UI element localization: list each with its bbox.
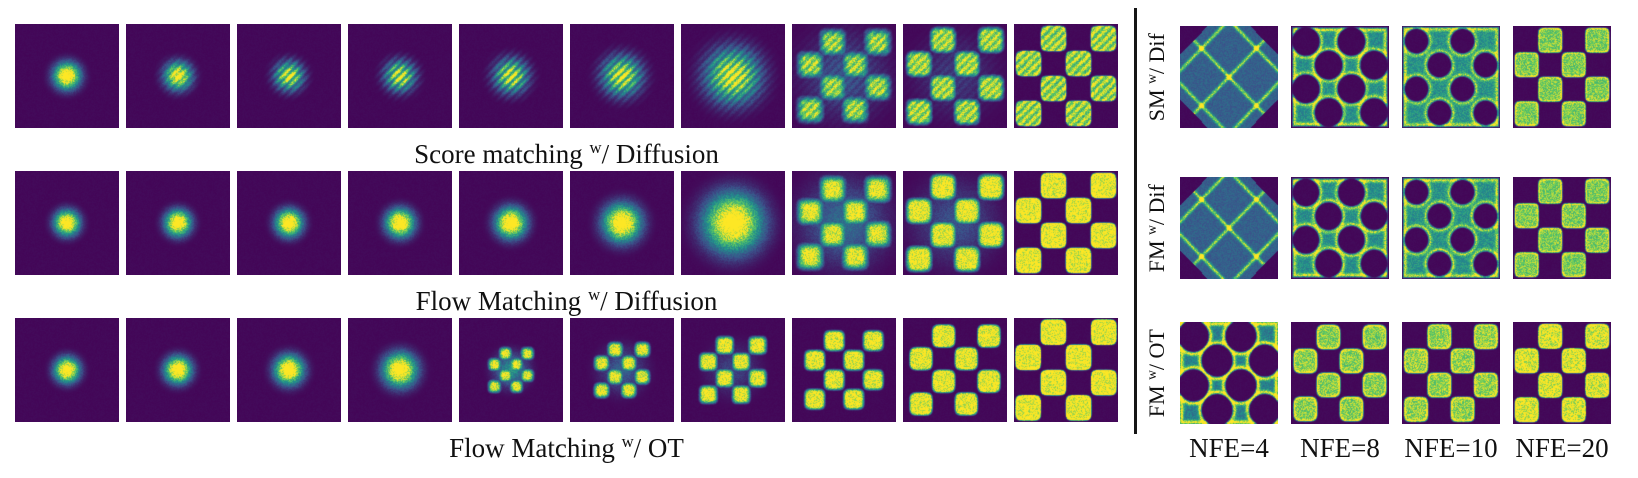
heatmap-panel <box>570 171 674 275</box>
heatmap-panel <box>1180 26 1278 128</box>
row-label-fm-dif: FM w/ Dif <box>1136 177 1178 279</box>
figure-root: Score matching w/ Diffusion Flow Matchin… <box>0 0 1638 478</box>
heatmap-panel <box>681 24 785 128</box>
heatmap-panel <box>237 171 341 275</box>
heatmap-panel <box>1014 171 1118 275</box>
heatmap-panel <box>792 318 896 422</box>
heatmap-panel <box>1513 177 1611 279</box>
heatmap-panel <box>1180 177 1278 279</box>
left-row-score-matching-diffusion <box>15 24 1118 128</box>
heatmap-panel <box>126 171 230 275</box>
row-label-fm-ot: FM w/ OT <box>1136 322 1178 424</box>
heatmap-panel <box>1014 318 1118 422</box>
heatmap-panel <box>903 24 1007 128</box>
caption-text: Flow Matching <box>416 286 589 316</box>
nfe-label-20: NFE=20 <box>1502 433 1622 464</box>
row-label-superscript: w <box>1144 225 1159 235</box>
heatmap-panel <box>1291 322 1389 424</box>
heatmap-panel <box>1180 322 1278 424</box>
heatmap-panel <box>1014 24 1118 128</box>
caption-text: / Diffusion <box>600 286 717 316</box>
caption-text: Score matching <box>414 139 589 169</box>
heatmap-panel <box>15 24 119 128</box>
heatmap-panel <box>903 318 1007 422</box>
right-row-fm-ot <box>1180 322 1611 424</box>
caption-superscript: w <box>588 285 600 304</box>
heatmap-panel <box>237 24 341 128</box>
caption-superscript: w <box>622 432 634 451</box>
caption-flow-matching-ot: Flow Matching w/ OT <box>15 425 1118 465</box>
heatmap-panel <box>903 171 1007 275</box>
right-row-sm-dif <box>1180 26 1611 128</box>
caption-flow-matching-diffusion: Flow Matching w/ Diffusion <box>15 278 1118 318</box>
nfe-label-8: NFE=8 <box>1280 433 1400 464</box>
right-row-fm-dif <box>1180 177 1611 279</box>
row-label-text: / Dif <box>1144 184 1169 225</box>
heatmap-panel <box>459 318 563 422</box>
row-label-text: / Dif <box>1144 33 1169 74</box>
left-row-flow-matching-ot <box>15 318 1118 422</box>
heatmap-panel <box>348 24 452 128</box>
nfe-label-10: NFE=10 <box>1391 433 1511 464</box>
row-label-superscript: w <box>1144 370 1159 380</box>
heatmap-panel <box>15 171 119 275</box>
heatmap-panel <box>459 24 563 128</box>
caption-text: / OT <box>634 433 684 463</box>
heatmap-panel <box>348 318 452 422</box>
heatmap-panel <box>1291 177 1389 279</box>
heatmap-panel <box>459 171 563 275</box>
heatmap-panel <box>348 171 452 275</box>
heatmap-panel <box>1402 322 1500 424</box>
row-label-text: / OT <box>1144 329 1169 370</box>
row-label-text: FM <box>1144 235 1169 272</box>
heatmap-panel <box>792 24 896 128</box>
row-label-superscript: w <box>1144 74 1159 84</box>
heatmap-panel <box>15 318 119 422</box>
caption-text: / Diffusion <box>602 139 719 169</box>
heatmap-panel <box>792 171 896 275</box>
row-label-text: FM <box>1144 380 1169 417</box>
heatmap-panel <box>570 24 674 128</box>
left-row-flow-matching-diffusion <box>15 171 1118 275</box>
caption-text: Flow Matching <box>449 433 622 463</box>
caption-score-matching-diffusion: Score matching w/ Diffusion <box>15 131 1118 171</box>
caption-superscript: w <box>590 138 602 157</box>
heatmap-panel <box>126 318 230 422</box>
heatmap-panel <box>126 24 230 128</box>
heatmap-panel <box>681 318 785 422</box>
heatmap-panel <box>570 318 674 422</box>
row-label-text: SM <box>1144 84 1169 121</box>
heatmap-panel <box>1402 26 1500 128</box>
nfe-label-4: NFE=4 <box>1169 433 1289 464</box>
heatmap-panel <box>1513 26 1611 128</box>
heatmap-panel <box>237 318 341 422</box>
heatmap-panel <box>1513 322 1611 424</box>
heatmap-panel <box>1291 26 1389 128</box>
heatmap-panel <box>1402 177 1500 279</box>
heatmap-panel <box>681 171 785 275</box>
row-label-sm-dif: SM w/ Dif <box>1136 26 1178 128</box>
